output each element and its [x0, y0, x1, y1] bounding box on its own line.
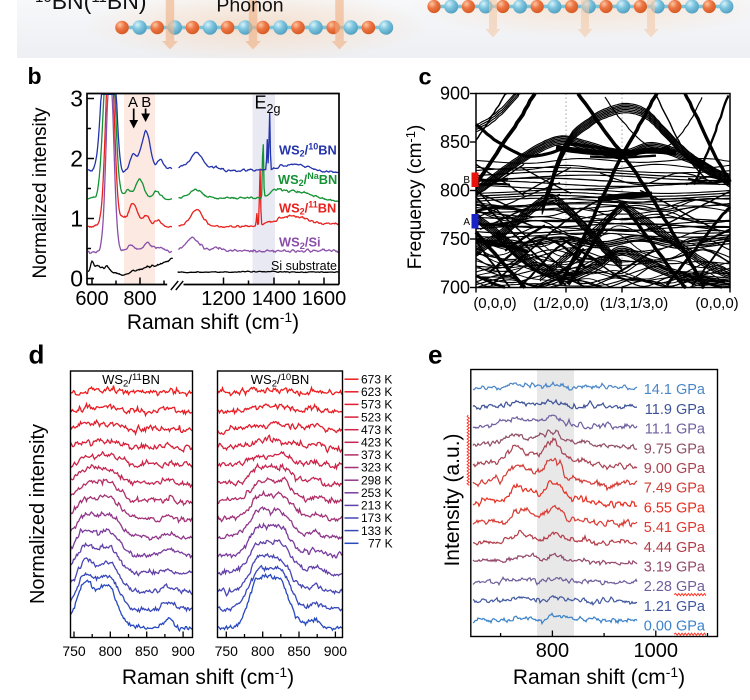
svg-text:9.00 GPa: 9.00 GPa: [644, 461, 706, 477]
svg-text:e: e: [428, 340, 442, 370]
svg-text:Normalized intensity: Normalized intensity: [27, 424, 49, 604]
svg-text:1000: 1000: [634, 640, 679, 662]
svg-text:14.1 GPa: 14.1 GPa: [644, 382, 706, 398]
svg-text:1600: 1600: [302, 288, 347, 310]
svg-text:213 K: 213 K: [361, 499, 392, 513]
svg-text:1.21 GPa: 1.21 GPa: [644, 599, 706, 615]
svg-text:800: 800: [123, 288, 156, 310]
svg-text:900: 900: [171, 643, 195, 659]
svg-text:B: B: [141, 94, 151, 111]
svg-text:1: 1: [70, 206, 83, 232]
svg-text:B: B: [463, 175, 470, 186]
svg-text:133 K: 133 K: [361, 524, 392, 538]
svg-text:9.75 GPa: 9.75 GPa: [644, 441, 706, 457]
svg-text:7.49 GPa: 7.49 GPa: [644, 481, 706, 497]
svg-text:0.00 GPa: 0.00 GPa: [644, 619, 706, 635]
svg-text:3: 3: [70, 86, 83, 112]
svg-text:4.44 GPa: 4.44 GPa: [644, 540, 706, 556]
svg-text:850: 850: [287, 643, 311, 659]
svg-text:d: d: [29, 340, 45, 370]
svg-text:900: 900: [324, 643, 348, 659]
svg-text:(0,0,0): (0,0,0): [473, 295, 516, 312]
svg-text:Normalized intensity: Normalized intensity: [30, 107, 51, 279]
svg-text:6.55 GPa: 6.55 GPa: [644, 500, 706, 516]
svg-text:298 K: 298 K: [361, 473, 392, 487]
svg-text:800: 800: [536, 640, 569, 662]
svg-text:Raman shift (cm-1): Raman shift (cm-1): [127, 309, 299, 334]
svg-text:2: 2: [70, 146, 83, 172]
svg-text:523 K: 523 K: [361, 410, 392, 424]
svg-text:10BN(11BN): 10BN(11BN): [35, 0, 147, 14]
svg-text:Raman shift (cm-1): Raman shift (cm-1): [513, 664, 685, 689]
svg-text:173 K: 173 K: [361, 511, 392, 525]
svg-text:623 K: 623 K: [361, 385, 392, 399]
svg-text:253 K: 253 K: [361, 486, 392, 500]
svg-text:(0,0,0): (0,0,0): [695, 295, 738, 312]
svg-text:Phonon: Phonon: [216, 0, 283, 17]
svg-text:WS2/10BN: WS2/10BN: [279, 142, 337, 159]
svg-text:373 K: 373 K: [361, 448, 392, 462]
svg-text:750: 750: [62, 643, 86, 659]
svg-text:1200: 1200: [201, 288, 246, 310]
svg-text:850: 850: [135, 643, 159, 659]
svg-text:800: 800: [99, 643, 123, 659]
svg-text:2.28 GPa: 2.28 GPa: [644, 579, 706, 595]
svg-text:WS2/Si: WS2/Si: [279, 235, 321, 253]
svg-text:(1/3,1/3,0): (1/3,1/3,0): [600, 295, 668, 312]
svg-text:A: A: [128, 94, 138, 111]
svg-text:800: 800: [251, 643, 275, 659]
svg-text:573 K: 573 K: [361, 398, 392, 412]
svg-text:b: b: [28, 63, 42, 89]
svg-text:A: A: [463, 217, 470, 228]
svg-text:800: 800: [440, 181, 470, 201]
svg-text:3.19 GPa: 3.19 GPa: [644, 560, 706, 576]
svg-text:11.9 GPa: 11.9 GPa: [645, 402, 706, 418]
svg-text:Raman shift (cm-1): Raman shift (cm-1): [122, 664, 294, 689]
svg-text:750: 750: [440, 229, 470, 249]
svg-text:600: 600: [75, 288, 108, 310]
svg-text:11.1 GPa: 11.1 GPa: [645, 422, 706, 438]
svg-text:WS2/11BN: WS2/11BN: [102, 372, 160, 390]
svg-text:WS2/11BN: WS2/11BN: [279, 200, 336, 217]
svg-text:WS2/10BN: WS2/10BN: [251, 372, 310, 390]
svg-text:Intensity (a.u.): Intensity (a.u.): [441, 433, 464, 566]
svg-text:673 K: 673 K: [361, 372, 392, 386]
svg-text:473 K: 473 K: [361, 423, 392, 437]
svg-text:77 K: 77 K: [368, 537, 393, 551]
svg-text:Frequency (cm-1): Frequency (cm-1): [403, 125, 426, 270]
svg-text:423 K: 423 K: [361, 436, 392, 450]
svg-text:1400: 1400: [252, 288, 297, 310]
svg-text:(1/2,0,0): (1/2,0,0): [533, 295, 589, 312]
svg-text:700: 700: [440, 278, 470, 298]
svg-text:c: c: [419, 64, 432, 90]
svg-text:0: 0: [70, 266, 83, 292]
svg-text:WS2/NaBN: WS2/NaBN: [278, 171, 337, 188]
svg-text:Si substrate: Si substrate: [271, 259, 337, 273]
svg-text:750: 750: [215, 643, 239, 659]
svg-text:900: 900: [440, 84, 470, 104]
svg-text:5.41 GPa: 5.41 GPa: [644, 520, 706, 536]
svg-text:323 K: 323 K: [361, 461, 392, 475]
svg-text:850: 850: [440, 132, 470, 152]
